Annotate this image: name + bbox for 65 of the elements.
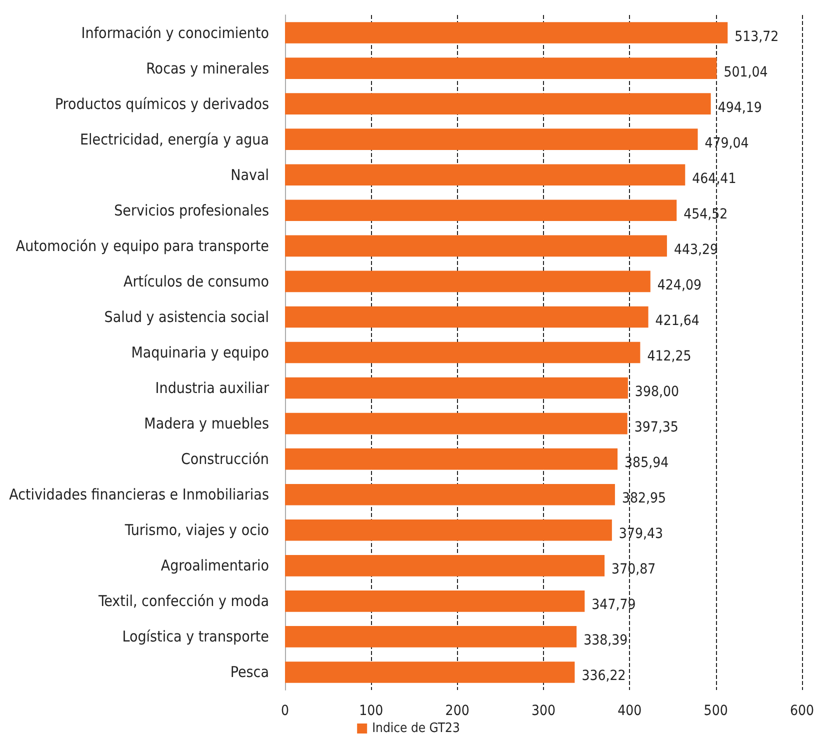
data-label: 454,52 — [684, 206, 728, 222]
y-tick-label: Agroalimentario — [160, 556, 269, 575]
bar — [285, 200, 677, 222]
bar — [285, 93, 711, 114]
y-tick-label: Electricidad, energía y agua — [80, 130, 269, 148]
bar — [285, 128, 698, 150]
y-tick-label: Salud y asistencia social — [104, 308, 269, 326]
bar — [285, 662, 575, 683]
data-label: 443,29 — [674, 242, 718, 258]
bar — [285, 412, 628, 434]
bar — [285, 626, 577, 648]
data-label: 370,87 — [612, 562, 656, 578]
y-tick-label: Madera y muebles — [144, 414, 269, 433]
data-label: 479,04 — [704, 135, 749, 152]
y-tick-label: Información y conocimiento — [81, 24, 269, 42]
data-label: 382,95 — [622, 490, 666, 507]
bar — [285, 58, 717, 79]
data-label: 385,94 — [624, 455, 669, 472]
bar — [285, 270, 650, 292]
y-tick-label: Industria auxiliar — [155, 379, 270, 398]
y-tick-label: Servicios profesionales — [114, 201, 269, 220]
bar — [285, 519, 612, 541]
x-tick-label: 200 — [445, 703, 470, 719]
bar — [285, 164, 686, 186]
y-tick-label: Construcción — [180, 450, 269, 468]
x-tick-label: 300 — [531, 703, 556, 719]
bar — [285, 22, 728, 44]
data-label: 338,39 — [584, 632, 628, 649]
bar — [285, 377, 628, 399]
y-tick-label: Automoción y equipo para transporte — [16, 236, 269, 255]
y-tick-label: Maquinaria y equipo — [131, 344, 269, 362]
bar — [285, 235, 667, 257]
bar — [285, 590, 585, 612]
data-label: 347,79 — [592, 597, 636, 614]
bar — [285, 306, 648, 328]
bar — [285, 484, 615, 506]
y-tick-label: Textil, confección y moda — [97, 592, 269, 610]
data-label: 464,41 — [692, 170, 736, 187]
bar — [285, 555, 605, 576]
x-tick-label: 0 — [280, 703, 290, 719]
data-label: 398,00 — [634, 384, 679, 400]
y-tick-label: Artículos de consumo — [124, 272, 269, 290]
data-label: 412,25 — [647, 348, 692, 364]
data-label: 424,09 — [657, 277, 702, 294]
y-tick-label: Naval — [230, 166, 269, 184]
x-tick-label: 500 — [704, 703, 728, 719]
data-label: 494,19 — [718, 100, 762, 116]
y-tick-label: Actividades financieras e Inmobiliarias — [9, 486, 269, 504]
x-tick-label: 100 — [359, 703, 384, 719]
data-label: 421,64 — [655, 312, 700, 329]
legend-label: Indice de GT23 — [372, 721, 460, 736]
x-tick-label: 400 — [618, 703, 642, 719]
data-label: 336,22 — [582, 668, 626, 684]
data-label: 513,72 — [734, 28, 779, 45]
data-label: 501,04 — [724, 64, 768, 80]
data-label: 379,43 — [618, 526, 663, 542]
y-tick-label: Productos químicos y derivados — [54, 94, 269, 113]
bar — [285, 448, 618, 470]
x-tick-label: 600 — [790, 703, 814, 719]
y-tick-label: Pesca — [230, 663, 269, 682]
bar — [285, 342, 640, 364]
y-tick-label: Logística y transporte — [122, 628, 269, 646]
y-tick-label: Rocas y minerales — [146, 59, 269, 78]
data-label: 397,35 — [634, 420, 678, 436]
y-tick-label: Turismo, viajes y ocio — [124, 521, 269, 540]
